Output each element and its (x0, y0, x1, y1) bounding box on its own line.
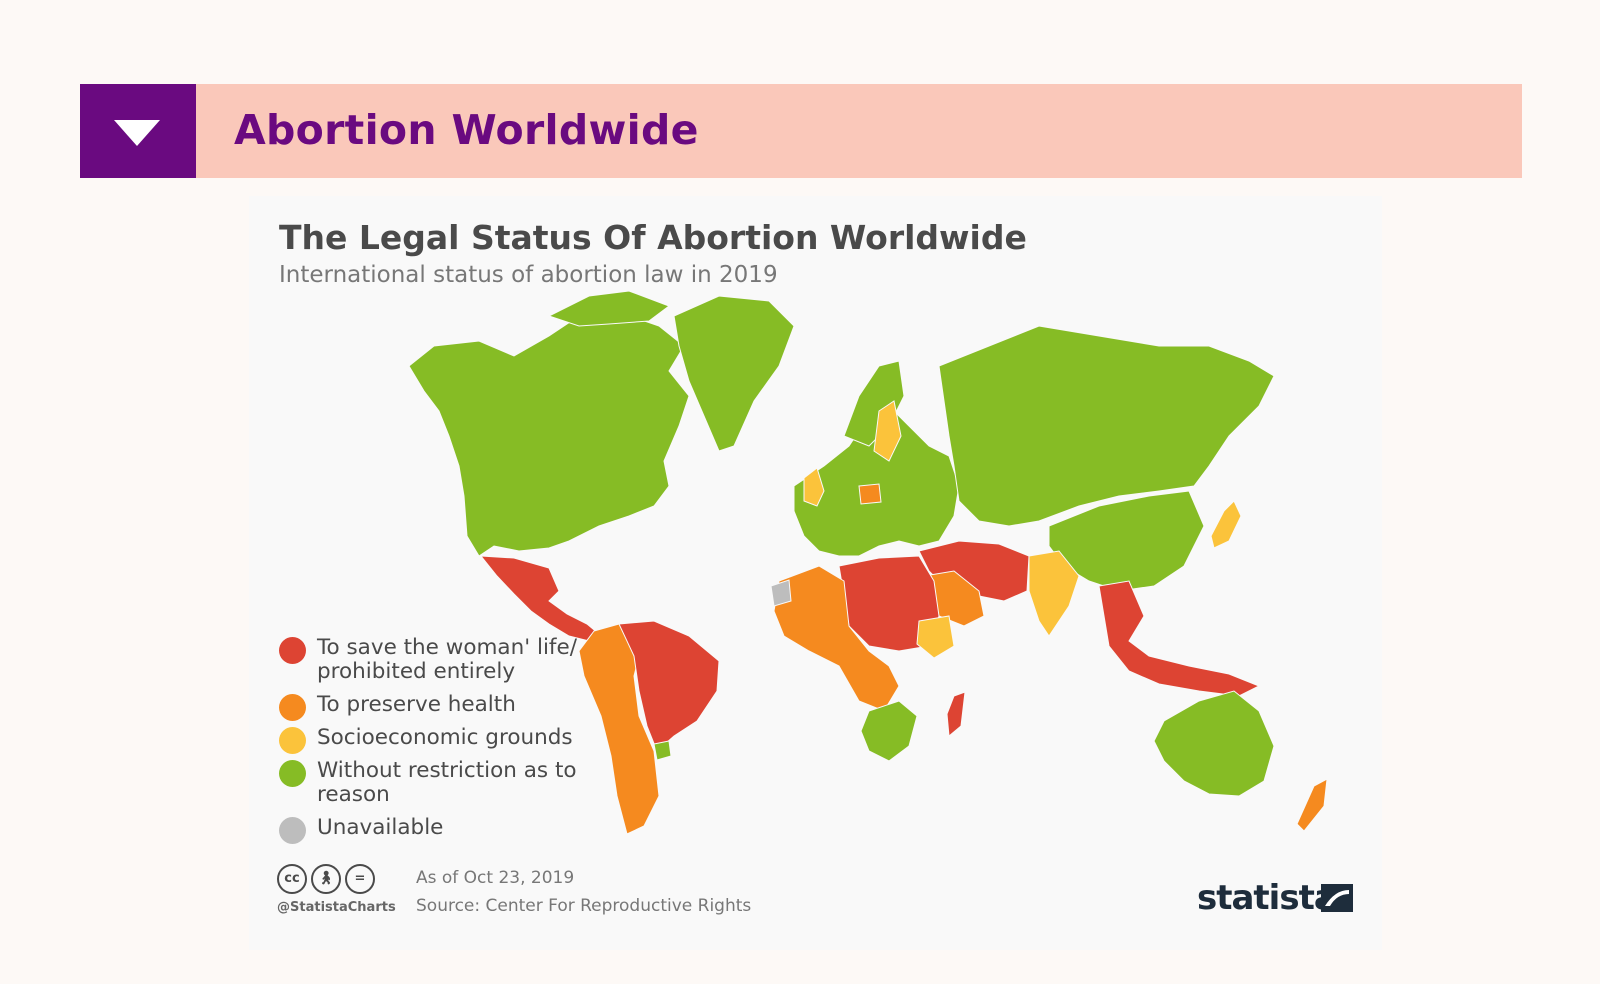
legend-label: Socioeconomic grounds (317, 725, 573, 750)
legend-label: To save the woman' life/ prohibited enti… (317, 635, 577, 684)
legend-item: Unavailable (279, 815, 599, 844)
legend-swatch (279, 760, 306, 787)
chart-title: The Legal Status Of Abortion Worldwide (279, 218, 1027, 257)
map-region (858, 483, 882, 505)
map-region (1296, 778, 1328, 832)
twitter-handle: @StatistaCharts (277, 900, 396, 915)
map-region (408, 313, 690, 557)
map-region (938, 325, 1275, 527)
legend-item: Socioeconomic grounds (279, 725, 599, 754)
map-region (946, 691, 966, 737)
map-region (916, 615, 955, 659)
map-region (860, 700, 918, 762)
map-region (1028, 550, 1080, 637)
cc-icon: cc (277, 864, 307, 894)
map-region (479, 555, 600, 642)
legend-item: Without restriction as to reason (279, 759, 599, 807)
map-region (873, 400, 902, 462)
legend-swatch (279, 694, 306, 721)
legend-label: Unavailable (317, 815, 444, 840)
legend-swatch (279, 727, 306, 754)
chart-subtitle: International status of abortion law in … (279, 262, 778, 288)
as-of-date: As of Oct 23, 2019 (416, 868, 575, 888)
brand-logo: statista (1197, 878, 1337, 918)
no-derivatives-icon: = (345, 864, 375, 894)
map-region (547, 290, 671, 327)
attribution-icon: 🚶︎ (311, 864, 341, 894)
map-region (803, 467, 825, 507)
map-region (773, 565, 900, 712)
map-region (1153, 690, 1275, 797)
legend-swatch (279, 817, 306, 844)
map-region (1210, 500, 1242, 549)
legend: To save the woman' life/ prohibited enti… (279, 636, 599, 849)
legend-label: To preserve health (317, 692, 516, 717)
collapse-toggle-button[interactable] (80, 84, 196, 178)
map-region (618, 620, 720, 752)
legend-swatch (279, 637, 306, 664)
source-note: Source: Center For Reproductive Rights (416, 896, 752, 916)
section-header: Abortion Worldwide (80, 84, 1522, 178)
statista-logo-icon (1321, 884, 1353, 912)
license-icons: cc 🚶︎ = (277, 864, 379, 894)
map-region (1098, 580, 1261, 697)
world-map (408, 290, 1328, 835)
infographic-card: The Legal Status Of Abortion Worldwide I… (249, 196, 1382, 950)
map-region (770, 579, 792, 607)
legend-label: Without restriction as to reason (317, 758, 577, 807)
map-region (653, 740, 672, 761)
legend-item: To save the woman' life/ prohibited enti… (279, 636, 599, 684)
legend-item: To preserve health (279, 692, 599, 721)
triangle-down-icon (114, 120, 160, 146)
section-title: Abortion Worldwide (234, 106, 699, 154)
map-region (673, 295, 795, 452)
